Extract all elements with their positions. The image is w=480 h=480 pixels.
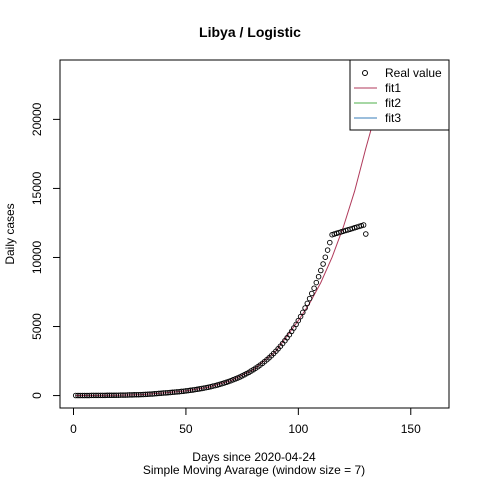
- x-axis: 0 50 100 150: [70, 407, 421, 436]
- data-point: [363, 231, 369, 237]
- data-point: [324, 247, 331, 253]
- legend-label-fit2: fit2: [385, 96, 401, 110]
- y-tick-label: 10000: [30, 240, 44, 274]
- data-point: [322, 254, 329, 260]
- x-tick-label: 0: [70, 422, 77, 436]
- y-axis: 0 5000 10000 15000 20000: [30, 102, 61, 399]
- data-point: [318, 267, 324, 274]
- data-point: [311, 285, 317, 291]
- data-point: [327, 239, 333, 246]
- y-tick-label: 20000: [30, 102, 44, 136]
- y-axis-label: Daily cases: [3, 203, 17, 264]
- data-point: [358, 222, 365, 229]
- x-tick-label: 100: [288, 422, 308, 436]
- data-point: [306, 295, 313, 302]
- chart-title: Libya / Logistic: [199, 24, 301, 40]
- legend: Real value fit1 fit2 fit3: [349, 59, 450, 131]
- y-tick-label: 0: [30, 392, 44, 399]
- y-tick-label: 15000: [30, 171, 44, 205]
- x-axis-sublabel: Simple Moving Avarage (window size = 7): [143, 463, 365, 477]
- x-tick-label: 150: [401, 422, 421, 436]
- x-axis-label: Days since 2020-04-24: [192, 450, 316, 464]
- data-point: [302, 305, 308, 311]
- data-point: [297, 313, 304, 320]
- data-point: [360, 222, 367, 228]
- data-point: [304, 300, 311, 307]
- legend-marker-real-value: [362, 70, 368, 76]
- data-point: [315, 273, 322, 280]
- data-point: [300, 309, 306, 316]
- legend-label-fit1: fit1: [385, 81, 401, 95]
- legend-label-fit3: fit3: [385, 111, 401, 125]
- data-point: [295, 317, 302, 324]
- x-tick-label: 50: [179, 422, 193, 436]
- legend-label-real-value: Real value: [385, 66, 442, 80]
- data-point: [309, 290, 315, 297]
- data-point: [313, 279, 320, 286]
- y-tick-label: 5000: [30, 313, 44, 340]
- data-point: [320, 261, 326, 267]
